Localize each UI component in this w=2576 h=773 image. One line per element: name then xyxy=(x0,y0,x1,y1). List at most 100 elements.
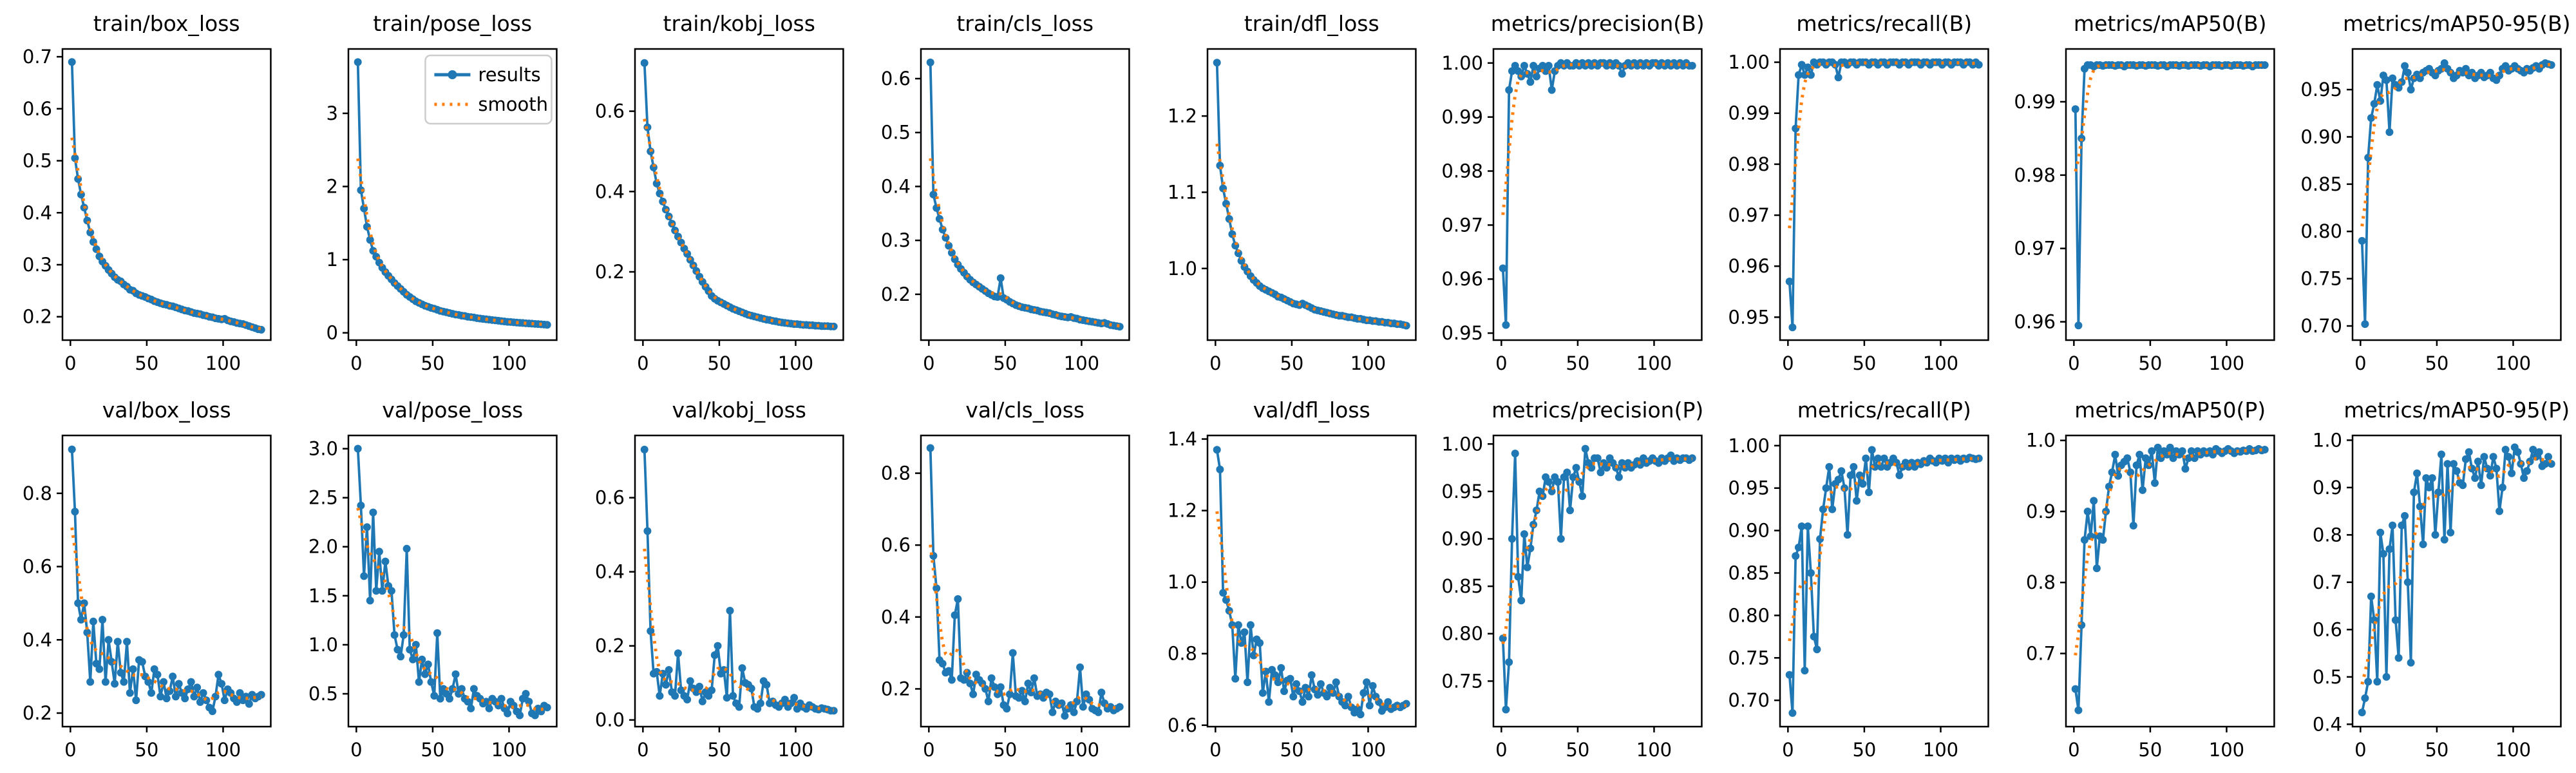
results-markers xyxy=(927,58,1124,331)
plot-border xyxy=(61,48,272,341)
y-tick-label: 0.99 xyxy=(1728,102,1770,124)
data-point-marker xyxy=(1258,689,1267,697)
data-point-marker xyxy=(531,711,540,720)
data-point-marker xyxy=(2452,467,2461,475)
data-point-marker xyxy=(257,691,265,699)
results-line xyxy=(1215,62,1406,327)
data-point-marker xyxy=(2370,100,2378,108)
data-point-marker xyxy=(1076,663,1084,671)
y-axis: 0.4 0.5 0.6 0.7 0.8 0.9 1.0 xyxy=(2312,429,2353,735)
data-point-marker xyxy=(665,666,673,674)
subplot-metrics-recall-B: metrics/recall(B) 0.95 0.96 0.97 0.98 0.99 1.0… xyxy=(1728,11,1989,374)
y-tick-label: 0.9 xyxy=(2312,477,2342,499)
data-point-marker xyxy=(643,527,652,535)
data-point-marker xyxy=(354,58,363,66)
data-point-marker xyxy=(1274,678,1282,687)
data-point-marker xyxy=(357,501,365,510)
results-series xyxy=(640,59,838,330)
y-tick-label: 0.70 xyxy=(2300,315,2342,337)
smooth-line xyxy=(2074,448,2265,656)
subplot-cell-val-kobj_loss: val/kobj_loss 0.0 0.2 0.4 0.6 0 50 100 xyxy=(573,386,858,773)
results-markers xyxy=(2358,443,2555,717)
data-point-marker xyxy=(1864,488,1873,497)
y-tick-label: 0.6 xyxy=(23,556,52,578)
x-tick-label: 50 xyxy=(135,352,158,374)
x-tick-label: 0 xyxy=(923,352,934,374)
y-tick-label: 0.3 xyxy=(23,254,52,276)
data-point-marker xyxy=(2071,105,2079,113)
data-point-marker xyxy=(123,638,131,646)
results-series xyxy=(927,58,1124,331)
x-tick-label: 100 xyxy=(205,352,241,374)
y-tick-label: 1.00 xyxy=(1442,433,1484,455)
data-point-marker xyxy=(2501,446,2510,454)
y-axis: 0.70 0.75 0.80 0.85 0.90 0.95 xyxy=(2300,79,2353,337)
data-point-marker xyxy=(2136,450,2144,459)
data-point-marker xyxy=(1545,62,1553,70)
results-series xyxy=(2071,61,2269,330)
data-point-marker xyxy=(1234,621,1242,629)
data-point-marker xyxy=(403,544,412,553)
y-axis: 0.6 0.8 1.0 1.2 1.4 xyxy=(1168,428,1208,736)
y-tick-label: 0.75 xyxy=(1728,647,1770,669)
results-series xyxy=(2358,443,2555,717)
data-point-marker xyxy=(516,711,524,720)
x-tick-label: 50 xyxy=(1566,739,1590,761)
y-tick-label: 0.95 xyxy=(1728,306,1770,328)
x-tick-label: 50 xyxy=(421,352,445,374)
data-point-marker xyxy=(375,548,384,556)
data-point-marker xyxy=(2440,535,2448,544)
y-tick-label: 0.96 xyxy=(1728,255,1770,277)
data-point-marker xyxy=(1975,61,1983,69)
data-point-marker xyxy=(132,696,140,705)
results-series xyxy=(1213,59,1410,330)
data-point-marker xyxy=(199,689,207,697)
chart-title: train/box_loss xyxy=(93,11,240,36)
data-point-marker xyxy=(710,651,719,660)
data-point-marker xyxy=(1810,633,1818,641)
data-point-marker xyxy=(2260,61,2269,70)
data-point-marker xyxy=(437,694,445,703)
y-tick-label: 3.0 xyxy=(308,438,338,460)
y-tick-label: 0.2 xyxy=(881,678,911,700)
data-point-marker xyxy=(2139,486,2147,494)
data-point-marker xyxy=(2397,521,2405,530)
data-point-marker xyxy=(2479,453,2488,461)
results-markers xyxy=(1785,58,1983,332)
data-point-marker xyxy=(498,694,506,703)
data-point-marker xyxy=(433,629,442,637)
data-point-marker xyxy=(756,699,764,707)
data-point-marker xyxy=(1292,680,1300,688)
data-point-marker xyxy=(2477,481,2485,490)
y-tick-label: 0.70 xyxy=(1728,689,1770,711)
data-point-marker xyxy=(2388,74,2396,82)
data-point-marker xyxy=(945,242,953,250)
data-point-marker xyxy=(1499,264,1507,272)
chart-title: val/pose_loss xyxy=(383,397,524,423)
x-tick-label: 0 xyxy=(1782,352,1794,374)
data-point-marker xyxy=(1581,444,1589,453)
data-point-marker xyxy=(2114,472,2123,480)
data-point-marker xyxy=(723,694,731,702)
data-point-marker xyxy=(2148,447,2156,455)
y-tick-label: 1.5 xyxy=(308,585,338,607)
data-point-marker xyxy=(196,698,204,706)
data-point-marker xyxy=(451,670,460,678)
data-point-marker xyxy=(144,678,153,686)
y-axis: 0.95 0.96 0.97 0.98 0.99 1.00 xyxy=(1442,52,1494,344)
smooth-line xyxy=(1787,457,1979,642)
subplot-train-kobj_loss: train/kobj_loss 0.2 0.4 0.6 0 50 100 xyxy=(595,11,844,374)
y-tick-label: 0.6 xyxy=(1168,714,1197,736)
data-point-marker xyxy=(2367,592,2375,600)
data-point-marker xyxy=(421,670,430,678)
data-point-marker xyxy=(544,703,552,712)
plot-border xyxy=(634,48,844,341)
subplot-cell-train-kobj_loss: train/kobj_loss 0.2 0.4 0.6 0 50 100 xyxy=(573,0,858,386)
data-point-marker xyxy=(2154,443,2162,452)
results-series xyxy=(354,444,552,720)
data-point-marker xyxy=(1079,703,1088,711)
y-tick-label: 0.8 xyxy=(881,463,911,484)
data-point-marker xyxy=(1359,689,1368,697)
y-tick-label: 0.97 xyxy=(2014,238,2056,260)
y-tick-label: 0.6 xyxy=(23,98,52,120)
